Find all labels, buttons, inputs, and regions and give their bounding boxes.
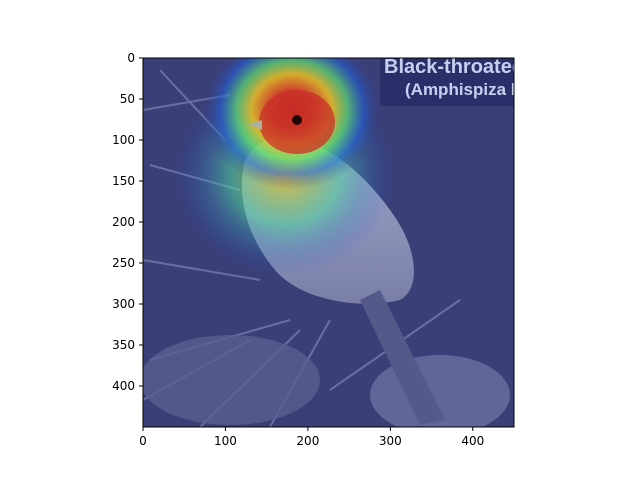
bird-tail (360, 290, 445, 425)
heatmap-image: Black-throated (Amphispiza b (143, 56, 524, 427)
y-tick-label: 200 (112, 215, 135, 229)
x-tick-label: 200 (296, 434, 319, 448)
y-tick-label: 150 (112, 174, 135, 188)
x-axis: 0 100 200 300 400 (139, 427, 484, 448)
y-tick-label: 250 (112, 256, 135, 270)
x-tick-label: 0 (139, 434, 147, 448)
y-tick-label: 300 (112, 297, 135, 311)
y-tick-label: 0 (127, 51, 135, 65)
caption-line-2: (Amphispiza b (405, 80, 521, 99)
y-tick-label: 100 (112, 133, 135, 147)
y-tick-label: 400 (112, 379, 135, 393)
x-tick-label: 100 (214, 434, 237, 448)
caption-line-1: Black-throated (384, 56, 524, 78)
y-tick-label: 350 (112, 338, 135, 352)
y-axis: 0 50 100 150 200 250 300 350 400 (112, 51, 143, 393)
bird-beak (248, 120, 262, 130)
x-tick-label: 400 (461, 434, 484, 448)
caption-box (380, 58, 514, 106)
x-tick-label: 300 (379, 434, 402, 448)
cactus-pad (143, 335, 320, 425)
cactus-pad (370, 355, 510, 427)
bird-eye (292, 115, 302, 125)
y-tick-label: 50 (120, 92, 135, 106)
axes-frame (142, 57, 515, 428)
